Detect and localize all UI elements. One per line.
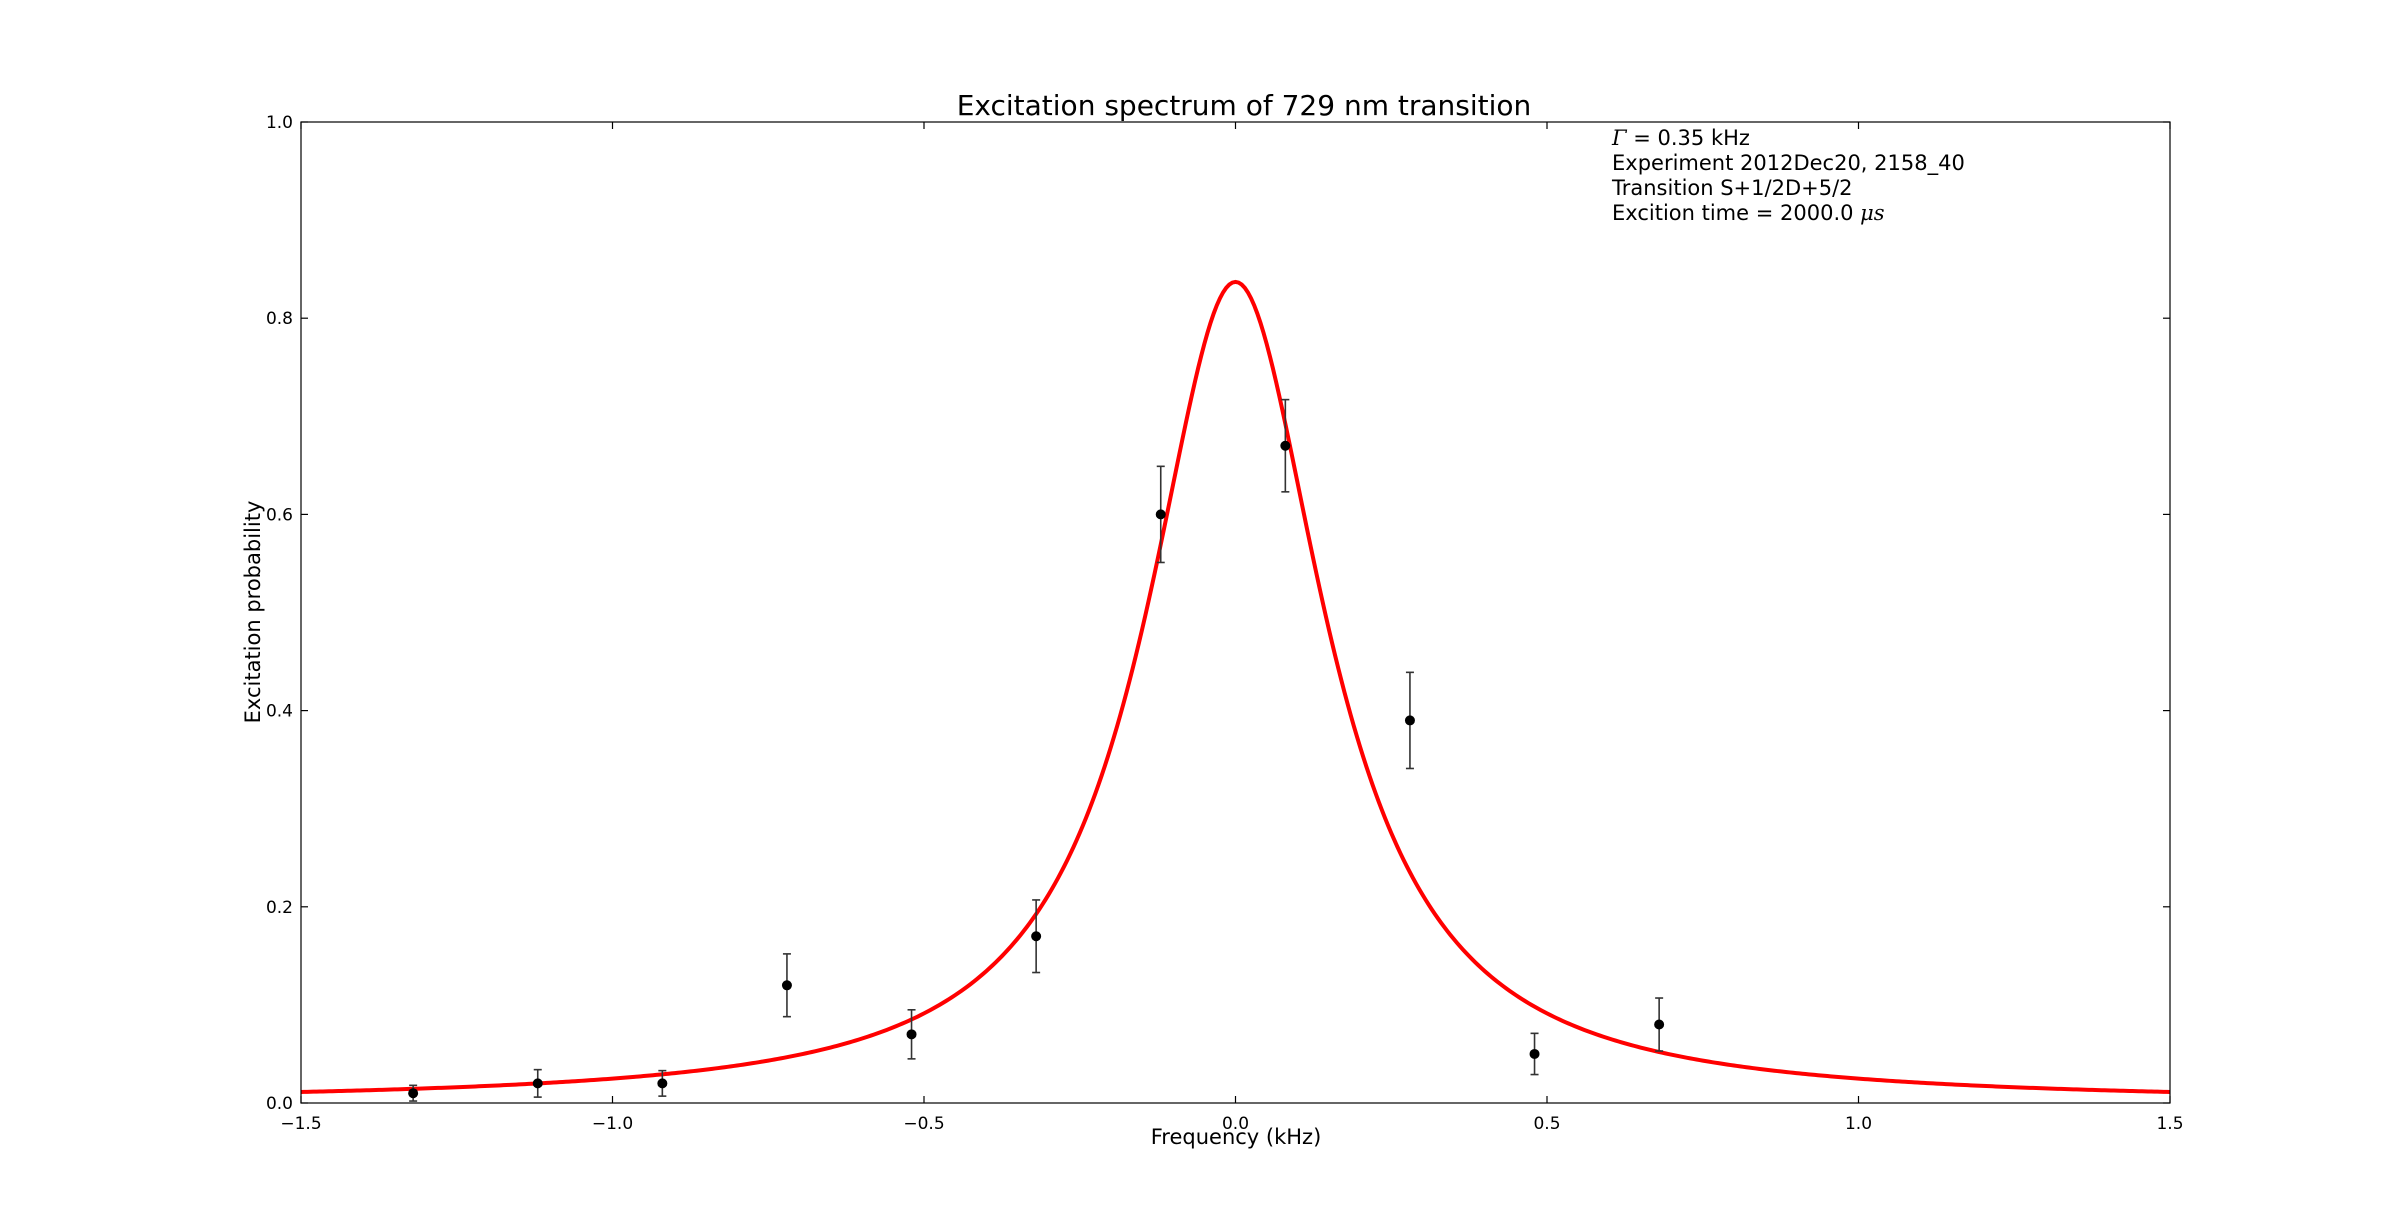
data-marker	[408, 1088, 419, 1099]
annotation-line: Γ = 0.35 kHz	[1611, 126, 1750, 150]
y-tick-label: 1.0	[266, 113, 293, 133]
x-tick-label: 1.0	[1845, 1114, 1872, 1134]
data-point	[657, 1069, 668, 1097]
data-point	[1404, 671, 1415, 770]
chart-title: Excitation spectrum of 729 nm transition	[957, 89, 1532, 122]
data-point	[1529, 1032, 1540, 1076]
annotation-line: Experiment 2012Dec20, 2158_40	[1612, 151, 1965, 176]
y-axis: 0.0 0.2 0.4 0.6 0.8 1.0	[266, 113, 2170, 1114]
data-marker	[1031, 931, 1042, 942]
y-tick-label: 0.4	[266, 702, 293, 722]
x-axis-label: Frequency (kHz)	[1151, 1125, 1322, 1149]
plot-frame	[300, 121, 2171, 1104]
data-point	[1031, 899, 1042, 974]
data-marker	[781, 980, 792, 991]
data-marker	[1654, 1019, 1665, 1030]
annotation-symbol: Γ	[1611, 126, 1628, 150]
y-tick-label: 0.6	[266, 505, 293, 525]
fit-curve-layer	[300, 279, 2171, 1094]
data-marker	[657, 1078, 668, 1089]
x-tick-label: 0.5	[1533, 1114, 1560, 1134]
data-point	[532, 1068, 543, 1098]
data-marker	[532, 1078, 543, 1089]
y-tick-label: 0.2	[266, 898, 293, 918]
fit-curve-line	[300, 279, 2171, 1094]
data-marker	[1155, 509, 1166, 520]
data-marker	[1529, 1048, 1540, 1059]
data-point	[1654, 997, 1665, 1052]
data-points-layer	[408, 398, 1665, 1102]
annotation-text: Experiment 2012Dec20, 2158_40	[1612, 151, 1965, 176]
x-tick-label: −0.5	[903, 1114, 944, 1134]
annotation-text: = 0.35 kHz	[1627, 126, 1750, 150]
y-tick-label: 0.0	[266, 1094, 293, 1114]
annotation-line: Excition time = 2000.0 μs	[1612, 201, 1885, 225]
data-marker	[1404, 715, 1415, 726]
x-tick-label: −1.5	[280, 1114, 321, 1134]
data-point	[408, 1084, 419, 1102]
y-tick-label: 0.8	[266, 309, 293, 329]
x-tick-label: −1.0	[592, 1114, 633, 1134]
data-marker	[906, 1029, 917, 1040]
annotation-text: Excition time = 2000.0	[1612, 201, 1860, 225]
annotation-text: Transition S+1/2D+5/2	[1611, 176, 1853, 200]
data-point	[781, 953, 792, 1018]
x-tick-label: 0.0	[1222, 1114, 1249, 1134]
data-marker	[1280, 440, 1291, 451]
x-tick-label: 1.5	[2156, 1114, 2183, 1134]
annotation-symbol: μs	[1860, 201, 1885, 225]
y-axis-label: Excitation probability	[241, 501, 265, 724]
data-point	[1280, 398, 1291, 493]
data-point	[906, 1009, 917, 1060]
data-point	[1155, 465, 1166, 564]
annotation-line: Transition S+1/2D+5/2	[1611, 176, 1853, 200]
x-axis: −1.5 −1.0 −0.5 0.0 0.5 1.0 1.5	[280, 122, 2184, 1134]
